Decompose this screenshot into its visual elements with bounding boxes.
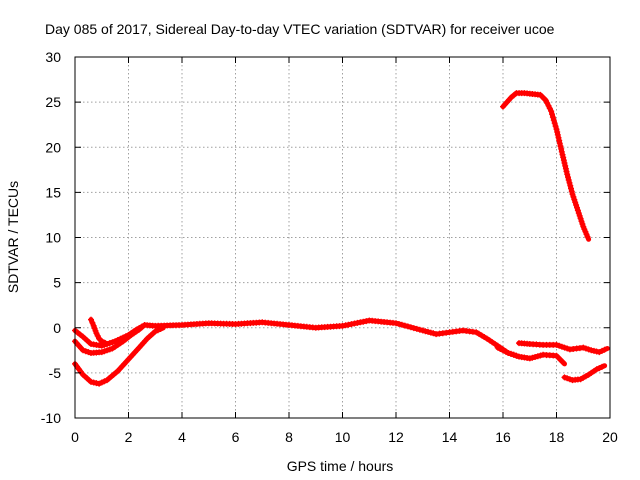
y-axis-label: SDTVAR / TECUs bbox=[5, 181, 21, 293]
series-markers bbox=[561, 363, 605, 384]
x-tick-label: 2 bbox=[125, 429, 133, 445]
y-tick-label: 30 bbox=[45, 49, 61, 65]
y-tick-label: 15 bbox=[45, 184, 61, 200]
y-tick-label: 10 bbox=[45, 230, 61, 246]
series-markers bbox=[516, 340, 608, 356]
x-tick-label: 10 bbox=[335, 429, 351, 445]
x-tick-label: 8 bbox=[285, 429, 293, 445]
x-tick-label: 18 bbox=[549, 429, 565, 445]
x-tick-label: 0 bbox=[71, 429, 79, 445]
series-markers bbox=[494, 344, 566, 365]
x-axis-label: GPS time / hours bbox=[287, 458, 394, 474]
x-tick-label: 4 bbox=[178, 429, 186, 445]
series-track-spike bbox=[88, 316, 107, 345]
series-track-late-upper bbox=[516, 340, 610, 356]
grid bbox=[75, 57, 610, 418]
series-markers bbox=[500, 90, 591, 240]
series-markers bbox=[88, 316, 105, 345]
y-tick-label: 0 bbox=[53, 320, 61, 336]
x-tick-label: 16 bbox=[495, 429, 511, 445]
ticks bbox=[74, 56, 611, 419]
series-track-late-lower bbox=[494, 344, 567, 367]
y-tick-label: -10 bbox=[41, 410, 61, 426]
y-tick-label: 25 bbox=[45, 94, 61, 110]
x-tick-label: 14 bbox=[442, 429, 458, 445]
chart-title: Day 085 of 2017, Sidereal Day-to-day VTE… bbox=[45, 21, 555, 37]
y-tick-labels: -10 -5 0 5 10 15 20 25 30 bbox=[41, 49, 61, 426]
x-tick-labels: 0 2 4 6 8 10 12 14 16 18 20 bbox=[71, 429, 618, 445]
x-tick-label: 6 bbox=[232, 429, 240, 445]
y-tick-label: 5 bbox=[53, 275, 61, 291]
y-tick-label: 20 bbox=[45, 139, 61, 155]
series-track-high bbox=[500, 90, 592, 242]
x-tick-label: 20 bbox=[602, 429, 618, 445]
series-track-late-tail bbox=[561, 363, 608, 384]
y-tick-label: -5 bbox=[49, 365, 62, 381]
x-tick-label: 12 bbox=[388, 429, 404, 445]
